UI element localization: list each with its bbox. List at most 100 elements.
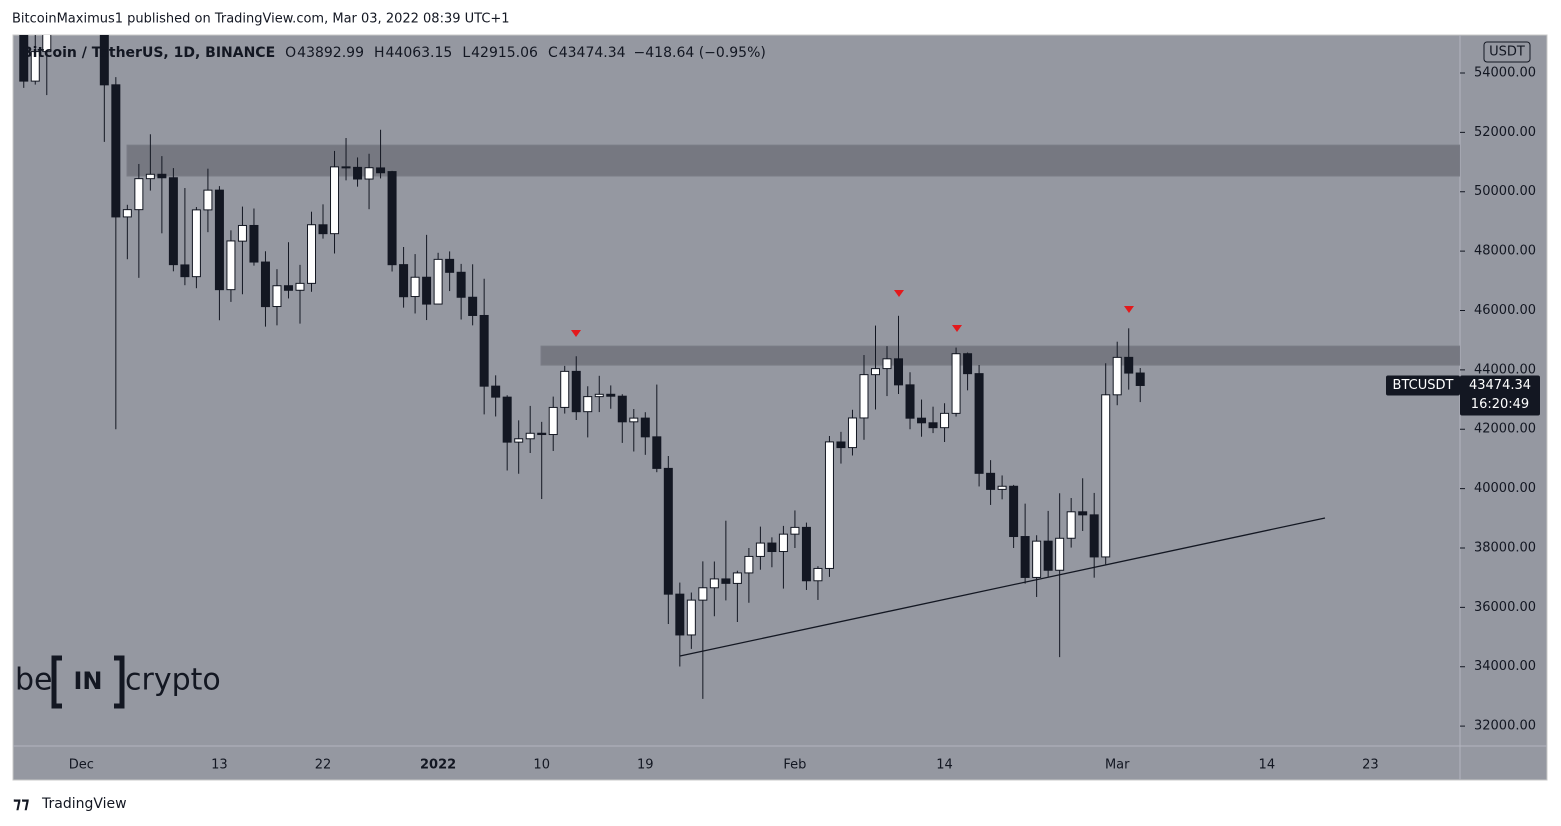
candle-body	[525, 432, 535, 440]
symbol-label-box	[1386, 375, 1460, 396]
candle-body	[986, 472, 996, 490]
candle-body	[468, 296, 478, 316]
candle-body	[940, 412, 950, 429]
candle-body	[1112, 356, 1122, 396]
candle-body	[134, 178, 144, 211]
y-tick-label: 44000.00	[1474, 362, 1536, 377]
candle-body	[214, 189, 224, 291]
candle-body	[1032, 540, 1042, 578]
candle-body	[203, 189, 213, 211]
candle-body	[168, 177, 178, 266]
ohlc-legend: Bitcoin / TetherUS, 1D, BINANCE O43892.99…	[22, 45, 766, 61]
candle-body	[617, 395, 627, 423]
candle-body	[951, 353, 961, 414]
y-tick-label: 40000.00	[1474, 481, 1536, 496]
candle-body	[813, 567, 823, 582]
footer-icon: ⁊⁊	[13, 794, 29, 813]
y-tick-label: 42000.00	[1474, 422, 1536, 437]
x-tick-label: 10	[533, 758, 550, 773]
candle-body	[514, 438, 524, 443]
candle-body	[686, 599, 696, 636]
candle-body	[260, 261, 270, 308]
candle-body	[744, 555, 754, 574]
candle-body	[917, 417, 927, 424]
candle-body	[1066, 511, 1076, 539]
candle-body	[502, 396, 512, 443]
y-tick-label: 46000.00	[1474, 303, 1536, 318]
candle-body	[997, 485, 1007, 490]
trendline	[679, 517, 1326, 657]
candle-body	[283, 285, 293, 291]
footer: TradingView	[41, 796, 127, 812]
candle-body	[122, 209, 132, 218]
legend-item: 43892.99	[297, 45, 364, 61]
x-tick-label: Feb	[783, 758, 806, 773]
candle-body	[974, 373, 984, 474]
legend-item: H	[374, 45, 385, 61]
logo: be IN crypto	[15, 655, 221, 709]
candle-body	[99, 35, 109, 86]
candle-body	[1078, 511, 1088, 516]
x-tick-label: Mar	[1105, 758, 1130, 773]
y-tick-label: 38000.00	[1474, 540, 1536, 555]
candle-body	[859, 374, 869, 419]
resistance-zone	[540, 345, 1460, 366]
legend-item: C	[548, 45, 558, 61]
candle-body	[675, 593, 685, 636]
legend-item: 44063.15	[386, 45, 453, 61]
candle-body	[1124, 356, 1134, 374]
x-tick-label: 19	[637, 758, 654, 773]
candle-body	[226, 240, 236, 291]
candle-body	[1009, 485, 1019, 538]
x-tick-label: 13	[211, 758, 228, 773]
countdown-label: 16:20:49	[1471, 397, 1529, 412]
y-tick-label: 36000.00	[1474, 600, 1536, 615]
legend-item: 42915.06	[471, 45, 538, 61]
candle-body	[583, 396, 593, 413]
axis-unit: USDT	[1489, 45, 1525, 60]
candle-body	[295, 282, 305, 291]
candle-body	[410, 276, 420, 298]
candle-body	[548, 406, 558, 436]
candle-body	[767, 542, 777, 553]
candle-body	[698, 587, 708, 601]
candle-body	[491, 385, 501, 398]
price-label-box	[1460, 375, 1540, 416]
x-tick-label: 22	[315, 758, 332, 773]
candle-body	[445, 258, 455, 273]
candle-body	[318, 224, 328, 235]
candle-body	[824, 441, 834, 569]
candle-body	[364, 167, 374, 180]
y-tick-label: 48000.00	[1474, 244, 1536, 259]
candle-body	[237, 224, 247, 242]
candle-body	[272, 285, 282, 308]
logo-brackets	[51, 655, 125, 709]
candle-body	[606, 393, 616, 397]
candle-body	[870, 368, 880, 376]
y-tick-label: 52000.00	[1474, 125, 1536, 140]
candle-body	[652, 436, 662, 469]
marker	[952, 325, 962, 332]
symbol-label: BTCUSDT	[1393, 378, 1454, 393]
candle-body	[1101, 394, 1111, 558]
x-tick-label: 14	[936, 758, 953, 773]
candle-body	[1089, 514, 1099, 558]
candle-body	[433, 258, 443, 305]
candle-body	[1055, 537, 1065, 571]
marker	[894, 290, 904, 297]
candle-body	[42, 35, 52, 53]
candle-body	[571, 370, 581, 413]
candle-body	[560, 370, 570, 408]
legend-item: Bitcoin / TetherUS, 1D, BINANCE	[22, 45, 275, 61]
candle-body	[778, 533, 788, 553]
candle-body	[353, 166, 363, 180]
candle-body	[836, 441, 846, 449]
chart-background	[12, 34, 1548, 781]
price-label: 43474.34	[1469, 378, 1531, 393]
candle-body	[905, 384, 915, 419]
unit-box	[1483, 41, 1531, 63]
attribution: BitcoinMaximus1 published on TradingView…	[12, 12, 510, 27]
candle-body	[180, 264, 190, 278]
candle-body	[1020, 536, 1030, 578]
